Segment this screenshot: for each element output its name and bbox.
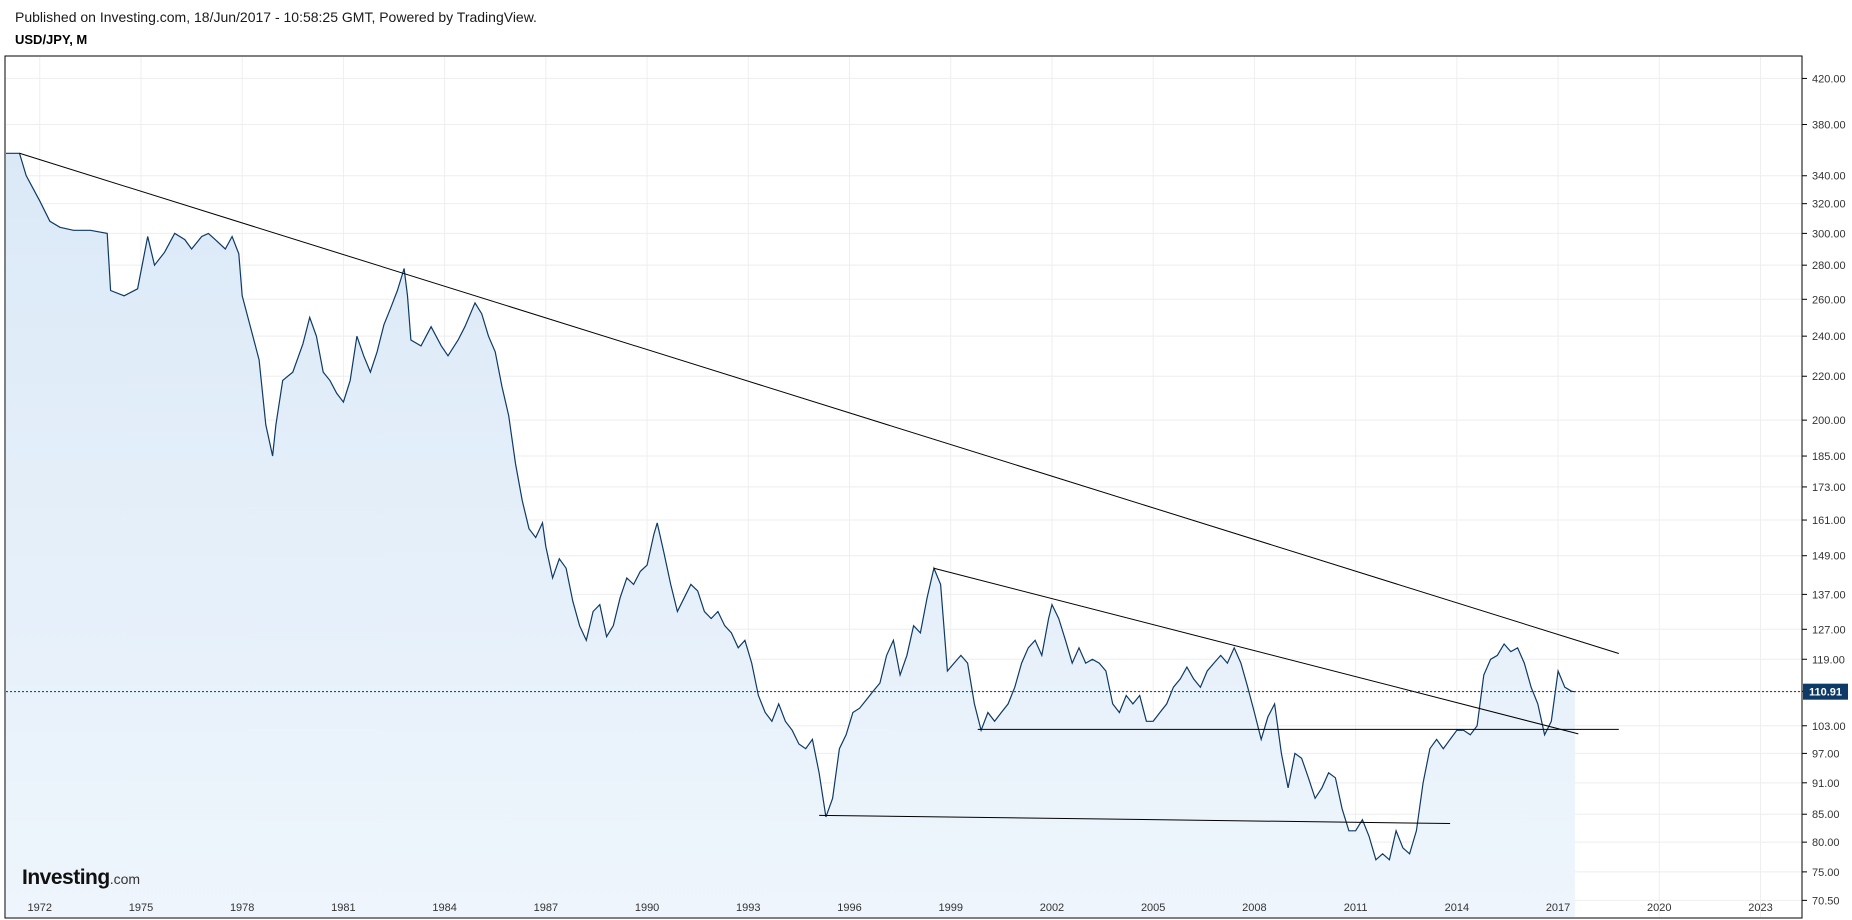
time-axis[interactable]: 1972 1975 1978 1981 1984 1987 1990 1993 1996 1999… xyxy=(27,902,1772,914)
symbol-title: USD/JPY, M xyxy=(15,32,88,47)
y-tick-label: 240.00 xyxy=(1812,331,1846,343)
investing-logo: Investing.com xyxy=(22,866,140,890)
y-tick-label: 127.00 xyxy=(1812,624,1846,636)
y-tick-label: 85.00 xyxy=(1812,809,1840,821)
trendline xyxy=(819,814,1451,825)
x-tick-label: 2008 xyxy=(1242,902,1266,914)
price-line xyxy=(6,152,1575,861)
y-tick-label: 260.00 xyxy=(1812,294,1846,306)
x-tick-label: 2002 xyxy=(1040,902,1064,914)
x-tick-label: 1996 xyxy=(837,902,861,914)
x-tick-label: 1978 xyxy=(230,902,254,914)
x-tick-label: 1993 xyxy=(736,902,760,914)
y-tick-label: 103.00 xyxy=(1812,721,1846,733)
y-tick-label: 220.00 xyxy=(1812,371,1846,383)
x-tick-label: 1984 xyxy=(432,902,456,914)
y-tick-label: 137.00 xyxy=(1812,589,1846,601)
x-tick-label: 2011 xyxy=(1344,902,1368,914)
published-note: Published on Investing.com, 18/Jun/2017 … xyxy=(15,9,537,25)
y-tick-label: 300.00 xyxy=(1812,228,1846,240)
y-tick-label: 200.00 xyxy=(1812,415,1846,427)
x-tick-label: 2005 xyxy=(1141,902,1165,914)
current-price: 110.91 xyxy=(6,683,1848,700)
x-tick-label: 2014 xyxy=(1445,902,1469,914)
x-tick-label: 1975 xyxy=(129,902,153,914)
y-tick-label: 119.00 xyxy=(1812,654,1845,666)
y-tick-label: 185.00 xyxy=(1812,451,1846,463)
y-tick-label: 340.00 xyxy=(1812,171,1846,183)
current-price-label: 110.91 xyxy=(1809,687,1842,699)
area-fill xyxy=(6,153,1575,918)
x-tick-label: 1972 xyxy=(27,902,51,914)
x-tick-label: 1981 xyxy=(331,902,355,914)
y-tick-label: 70.50 xyxy=(1812,895,1840,907)
trendlines[interactable] xyxy=(19,152,1619,825)
y-tick-label: 380.00 xyxy=(1812,120,1846,132)
x-tick-label: 1990 xyxy=(635,902,659,914)
x-tick-label: 2020 xyxy=(1647,902,1671,914)
y-tick-label: 149.00 xyxy=(1812,551,1846,563)
y-tick-label: 80.00 xyxy=(1812,837,1840,849)
y-tick-label: 320.00 xyxy=(1812,199,1846,211)
price-axis[interactable]: 70.5075.0080.0085.0091.0097.00103.00111.… xyxy=(1802,73,1846,907)
y-tick-label: 91.00 xyxy=(1812,778,1840,790)
y-tick-label: 97.00 xyxy=(1812,748,1840,760)
current-price-box xyxy=(1803,683,1848,700)
brand-suffix: .com xyxy=(109,871,141,887)
y-tick-label: 173.00 xyxy=(1812,482,1846,494)
y-tick-label: 75.00 xyxy=(1812,867,1840,879)
x-tick-label: 1987 xyxy=(534,902,558,914)
trendline xyxy=(19,152,1619,654)
x-tick-label: 2017 xyxy=(1546,902,1570,914)
x-tick-label: 2023 xyxy=(1748,902,1772,914)
trendline xyxy=(933,567,1579,735)
brand-name: Investing xyxy=(22,866,110,889)
x-tick-label: 1999 xyxy=(938,902,962,914)
y-tick-label: 420.00 xyxy=(1812,73,1846,85)
y-tick-label: 280.00 xyxy=(1812,260,1846,272)
y-tick-label: 161.00 xyxy=(1812,515,1846,527)
price-area xyxy=(6,152,1575,918)
